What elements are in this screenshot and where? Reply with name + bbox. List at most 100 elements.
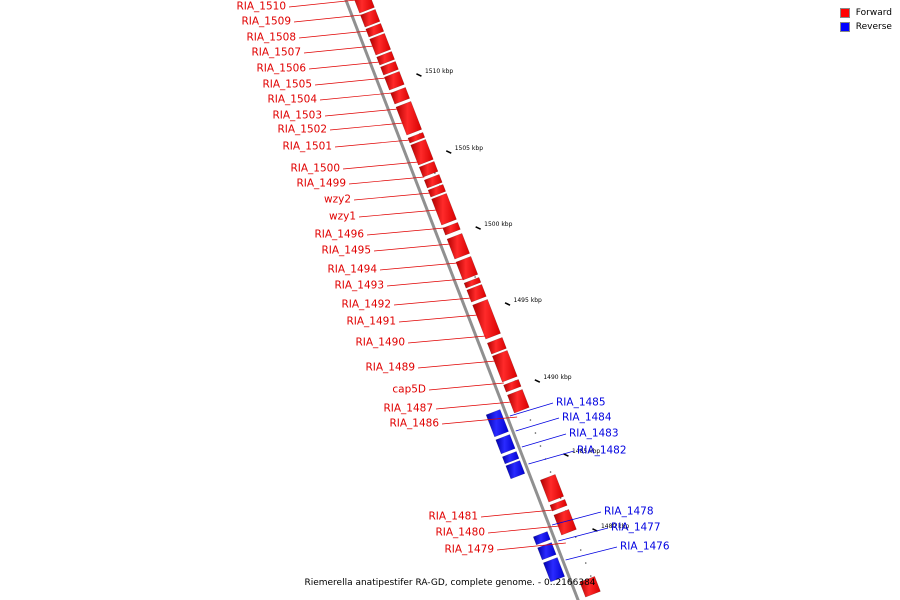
reverse-gene-label: RIA_1483	[569, 428, 619, 440]
gene-arrow	[486, 337, 507, 355]
gene-arrow	[410, 139, 434, 166]
reverse-gene-leader	[515, 417, 560, 432]
reverse-gene-leader	[558, 527, 609, 542]
genome-caption: Riemerella anatipestifer RA-GD, complete…	[304, 578, 596, 588]
legend-item-forward: Forward	[839, 8, 892, 18]
forward-gene-label: cap5D	[392, 384, 426, 396]
gene-arrow	[532, 531, 551, 546]
forward-gene-leader	[314, 77, 387, 86]
reverse-gene-leader	[509, 402, 554, 417]
gene-arrow	[423, 174, 443, 189]
gene-arrow	[537, 542, 557, 561]
forward-gene-leader	[417, 360, 496, 369]
tick-label: 1505 kbp	[455, 145, 483, 152]
forward-gene-label: RIA_1507	[251, 47, 301, 59]
gene-arrow	[505, 460, 526, 480]
forward-gene-label: RIA_1489	[365, 362, 415, 374]
forward-gene-leader	[334, 139, 410, 148]
legend-reverse-label: Reverse	[855, 22, 892, 32]
forward-gene-label: RIA_1492	[341, 299, 391, 311]
ruler-major-ticks: 1510 kbp 1505 kbp 1500 kbp 1495 kbp 1490 kbp…	[416, 68, 629, 532]
major-tick	[563, 453, 569, 457]
forward-gene-label: RIA_1487	[383, 403, 433, 415]
gene-arrow	[390, 87, 411, 105]
forward-gene-label: RIA_1495	[321, 245, 371, 257]
gene-arrow	[354, 0, 375, 14]
gene-arrow	[380, 61, 399, 76]
gene-arrow	[579, 576, 601, 598]
minor-tick	[584, 562, 587, 564]
tick-label: 1485 kbp	[572, 448, 600, 455]
gene-arrow	[431, 193, 457, 226]
forward-gene-leader	[353, 192, 431, 201]
gene-arrow	[395, 101, 423, 136]
reverse-gene-label: RIA_1477	[611, 522, 661, 534]
gene-arrow	[491, 350, 518, 383]
gene-labels: RIA_1510 RIA_1509 RIA_1508 RIA_1507 RIA_1506…	[236, 0, 670, 561]
minor-tick	[474, 276, 476, 278]
minor-tick	[579, 549, 582, 551]
forward-gene-label: RIA_1486	[389, 418, 439, 430]
gene-arrow	[549, 499, 568, 512]
gene-arrow	[455, 256, 479, 281]
reverse-gene-label: RIA_1482	[577, 445, 627, 457]
minor-tick	[589, 575, 592, 577]
gene-arrow	[503, 379, 522, 393]
major-tick	[534, 379, 541, 383]
gene-arrow	[495, 434, 516, 455]
legend-item-reverse: Reverse	[839, 22, 892, 32]
major-tick	[504, 302, 511, 306]
major-tick	[445, 150, 452, 154]
forward-gene-leader	[298, 30, 368, 39]
forward-gene-label: RIA_1501	[282, 141, 332, 153]
forward-gene-label: RIA_1481	[428, 511, 478, 523]
gene-arrow	[466, 284, 487, 303]
forward-gene-label: RIA_1494	[327, 264, 377, 276]
legend-forward-label: Forward	[855, 8, 892, 18]
forward-gene-label: RIA_1500	[290, 163, 340, 175]
forward-gene-label: RIA_1506	[256, 63, 306, 75]
gene-arrow	[365, 23, 385, 38]
forward-gene-leader	[393, 297, 472, 306]
gene-arrow	[539, 474, 565, 503]
reverse-gene-label: RIA_1478	[604, 506, 654, 518]
forward-gene-label: RIA_1505	[262, 79, 312, 91]
genome-backbone-line	[344, 0, 580, 600]
gene-arrow	[384, 71, 405, 91]
gene-arrow	[407, 132, 426, 144]
forward-gene-label: RIA_1480	[435, 527, 485, 539]
gene-arrow	[507, 389, 530, 414]
forward-gene-leader	[441, 416, 518, 425]
gene-arrow	[418, 161, 439, 178]
forward-gene-leader	[428, 382, 505, 391]
forward-gene-label: RIA_1502	[277, 124, 327, 136]
forward-gene-leader	[386, 278, 464, 287]
forward-gene-leader	[324, 108, 399, 117]
forward-gene-leader	[398, 314, 478, 323]
tick-label: 1495 kbp	[514, 297, 542, 304]
gene-arrow	[472, 299, 501, 340]
forward-gene-label: wzy1	[329, 211, 356, 223]
forward-gene-leader	[373, 243, 451, 252]
gene-arrow	[446, 233, 471, 260]
forward-gene-label: RIA_1504	[267, 94, 317, 106]
forward-gene-leader	[319, 92, 392, 101]
forward-gene-leader	[480, 509, 554, 518]
forward-gene-leader	[308, 61, 380, 70]
gene-arrow	[360, 9, 381, 28]
legend: Forward Reverse	[839, 8, 892, 36]
gene-arrow	[463, 277, 482, 289]
forward-gene-label: RIA_1490	[355, 337, 405, 349]
forward-gene-leader	[379, 262, 458, 271]
forward-swatch	[839, 8, 850, 18]
forward-gene-label: wzy2	[324, 194, 351, 206]
gene-arrow	[442, 222, 461, 236]
major-tick	[416, 73, 422, 77]
minor-tick	[534, 432, 537, 434]
reverse-gene-label: RIA_1485	[556, 397, 606, 409]
forward-gene-label: RIA_1479	[444, 544, 494, 556]
minor-tick	[549, 471, 552, 473]
forward-gene-label: RIA_1491	[346, 316, 396, 328]
forward-gene-leader	[496, 542, 566, 551]
gene-features	[354, 0, 601, 598]
